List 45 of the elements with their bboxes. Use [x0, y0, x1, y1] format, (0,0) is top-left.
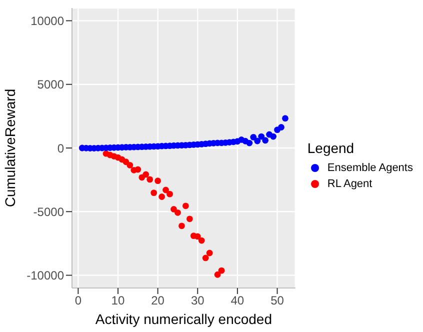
point — [198, 237, 205, 244]
point — [278, 124, 284, 130]
point — [150, 190, 158, 196]
point — [122, 158, 130, 166]
y-tick-label: 10000 — [30, 14, 64, 28]
x-tick-label: 40 — [230, 294, 244, 308]
point — [206, 250, 213, 256]
point — [202, 254, 209, 262]
point — [170, 206, 177, 212]
point — [186, 216, 193, 222]
point — [126, 162, 134, 168]
x-tick-label: 50 — [270, 294, 284, 308]
point — [282, 115, 288, 122]
point — [134, 166, 142, 173]
x-axis-title: Activity numerically encoded — [95, 311, 272, 327]
y-tick-label: -10000 — [26, 268, 64, 283]
legend-label: Ensemble Agents — [326, 161, 413, 176]
point — [146, 176, 154, 183]
legend-label: RL Agent — [326, 177, 374, 192]
point — [142, 171, 150, 178]
point — [194, 233, 201, 240]
point — [262, 137, 269, 144]
point — [162, 186, 169, 194]
x-tick-label: 10 — [111, 294, 125, 308]
point — [178, 222, 185, 230]
point — [246, 140, 253, 146]
y-tick-label: 5000 — [37, 78, 64, 92]
y-tick-label: -5000 — [33, 204, 64, 219]
y-axis-title: CumulativeReward — [2, 88, 18, 208]
point — [218, 267, 225, 274]
legend-title: Legend — [307, 140, 356, 156]
point — [214, 271, 221, 278]
point — [166, 190, 173, 198]
point — [182, 202, 189, 210]
point — [250, 134, 257, 140]
point — [174, 209, 181, 216]
y-tick-label: 0 — [57, 141, 64, 156]
point — [270, 133, 276, 140]
x-tick-label: 30 — [190, 294, 205, 308]
point — [154, 178, 162, 184]
x-tick-label: 20 — [151, 294, 165, 308]
point — [254, 138, 261, 144]
x-tick-label: 0 — [74, 294, 82, 308]
point — [158, 194, 165, 200]
point — [258, 133, 265, 140]
